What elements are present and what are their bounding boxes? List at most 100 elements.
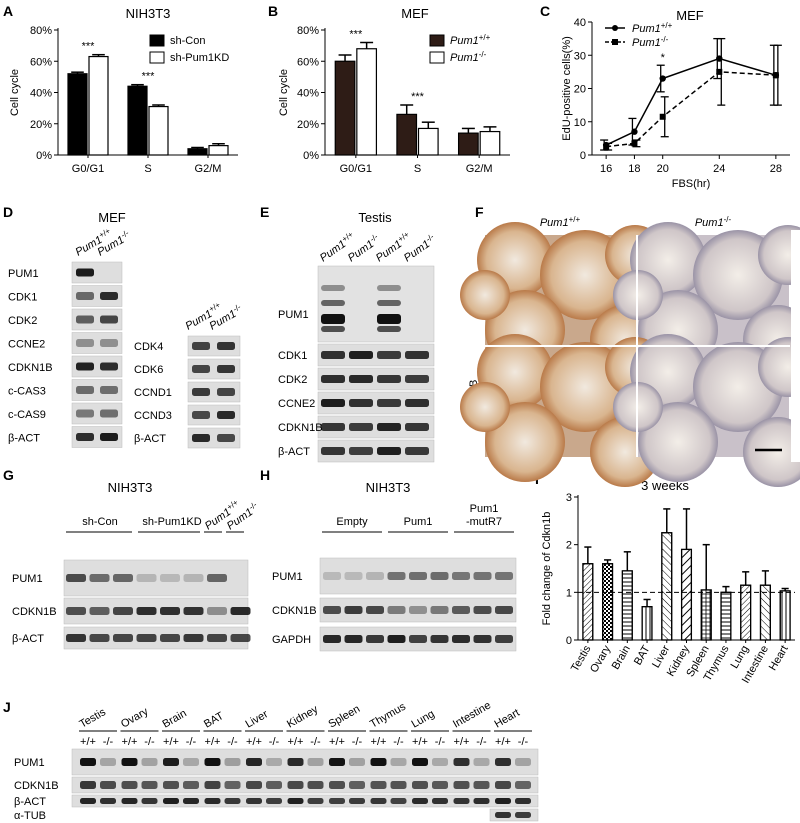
lane-label: -/- bbox=[227, 736, 238, 748]
blot-band bbox=[390, 798, 407, 804]
blot-band bbox=[183, 758, 199, 766]
blot-band bbox=[307, 781, 324, 789]
blot-band bbox=[321, 314, 345, 324]
y-tick-label: 3 bbox=[566, 492, 572, 504]
blot-band bbox=[183, 634, 204, 642]
blot-band bbox=[66, 607, 86, 615]
marker bbox=[659, 113, 666, 120]
genotype-superscript: +/+ bbox=[479, 33, 491, 42]
blot-band bbox=[473, 572, 492, 580]
blot-band bbox=[349, 375, 373, 383]
genotype-name: Pum1 bbox=[540, 217, 569, 229]
blot-band bbox=[321, 300, 345, 306]
y-tick-label: 0 bbox=[580, 150, 586, 162]
image-mask bbox=[485, 345, 790, 347]
blot-band bbox=[207, 607, 227, 615]
blot-band bbox=[473, 606, 492, 614]
row-label: PUM1 bbox=[278, 309, 309, 321]
blot-band bbox=[370, 758, 387, 766]
bar bbox=[208, 145, 229, 156]
genotype-superscript: +/+ bbox=[97, 226, 112, 240]
blot-band bbox=[266, 781, 282, 789]
blot-strip bbox=[71, 308, 123, 331]
blot-band bbox=[344, 635, 363, 643]
y-tick-label: 20% bbox=[297, 119, 319, 131]
bar bbox=[67, 73, 88, 156]
blot-band bbox=[349, 447, 373, 455]
image-mask bbox=[791, 230, 800, 462]
blot-band bbox=[100, 758, 116, 766]
row-label: CDK4 bbox=[134, 341, 163, 353]
lane-label: +/+ bbox=[288, 736, 304, 748]
y-tick-label: 20% bbox=[30, 119, 52, 131]
blot-band bbox=[473, 781, 490, 789]
blot-band bbox=[207, 634, 227, 642]
row-label: PUM1 bbox=[14, 757, 45, 769]
bar bbox=[187, 148, 208, 156]
y-tick-label: 2 bbox=[566, 540, 572, 552]
blot-band bbox=[266, 798, 282, 804]
x-tick-label: Ovary bbox=[588, 643, 613, 675]
blot-band bbox=[387, 606, 406, 614]
bar-hatch bbox=[661, 532, 673, 641]
blot-band bbox=[183, 781, 199, 789]
row-label: β-ACT bbox=[14, 796, 46, 808]
blot-band bbox=[349, 781, 365, 789]
blot-band bbox=[121, 781, 138, 789]
x-tick-label: G0/G1 bbox=[340, 163, 372, 175]
blot-band bbox=[183, 798, 199, 804]
blot-band bbox=[349, 798, 365, 804]
bar-hatch bbox=[680, 548, 693, 641]
x-tick-label: 18 bbox=[628, 163, 640, 175]
panel-title: MEF bbox=[98, 210, 126, 225]
blot-band bbox=[89, 607, 110, 615]
significance: * bbox=[661, 52, 666, 64]
bar-hatch bbox=[759, 584, 771, 641]
group-label: Empty bbox=[336, 516, 368, 528]
blot-strip bbox=[71, 402, 123, 425]
lane-label: -/- bbox=[269, 736, 280, 748]
legend-label: sh-Con bbox=[170, 35, 205, 47]
blot-band bbox=[66, 574, 86, 582]
bar bbox=[457, 132, 479, 156]
y-tick-label: 40% bbox=[297, 88, 319, 100]
y-axis-label: Fold change of Cdkn1b bbox=[541, 512, 553, 626]
blot-band bbox=[76, 292, 94, 300]
blot-strip bbox=[187, 404, 241, 426]
genotype-superscript: -/- bbox=[424, 232, 436, 244]
marker bbox=[772, 72, 779, 79]
legend-label: Pum1+/+ bbox=[632, 21, 673, 36]
lane-label: -/- bbox=[393, 736, 404, 748]
blot-band bbox=[217, 434, 235, 442]
blot-strip bbox=[187, 381, 241, 403]
x-tick-label: G2/M bbox=[195, 163, 222, 175]
bar bbox=[148, 105, 169, 156]
row-label: β-ACT bbox=[12, 633, 44, 645]
blot-band bbox=[80, 798, 96, 804]
x-tick-label: 16 bbox=[600, 163, 612, 175]
panel-title: Testis bbox=[358, 210, 392, 225]
seminiferous-tubule bbox=[460, 382, 510, 432]
legend-label: Pum1-/- bbox=[450, 50, 487, 65]
blot-band bbox=[287, 798, 304, 804]
genotype-superscript: -/- bbox=[119, 228, 130, 240]
lane-label: +/+ bbox=[371, 736, 387, 748]
y-tick-label: 80% bbox=[30, 25, 52, 37]
row-label: PUM1 bbox=[272, 571, 303, 583]
blot-band bbox=[430, 635, 449, 643]
blot-band bbox=[217, 342, 235, 350]
blot-band bbox=[495, 798, 511, 804]
blot-band bbox=[230, 607, 251, 615]
tissue-label: Kidney bbox=[285, 703, 321, 730]
blot-band bbox=[89, 574, 110, 582]
tissue-label: Ovary bbox=[119, 705, 151, 730]
blot-band bbox=[405, 375, 429, 383]
blot-band bbox=[321, 423, 345, 431]
lane-label: +/+ bbox=[80, 736, 96, 748]
lane-label: +/+ bbox=[329, 736, 345, 748]
row-label: CDKN1B bbox=[12, 606, 57, 618]
row-label: CDKN1B bbox=[278, 422, 323, 434]
blot-band bbox=[390, 781, 407, 789]
blot-band bbox=[366, 606, 384, 614]
